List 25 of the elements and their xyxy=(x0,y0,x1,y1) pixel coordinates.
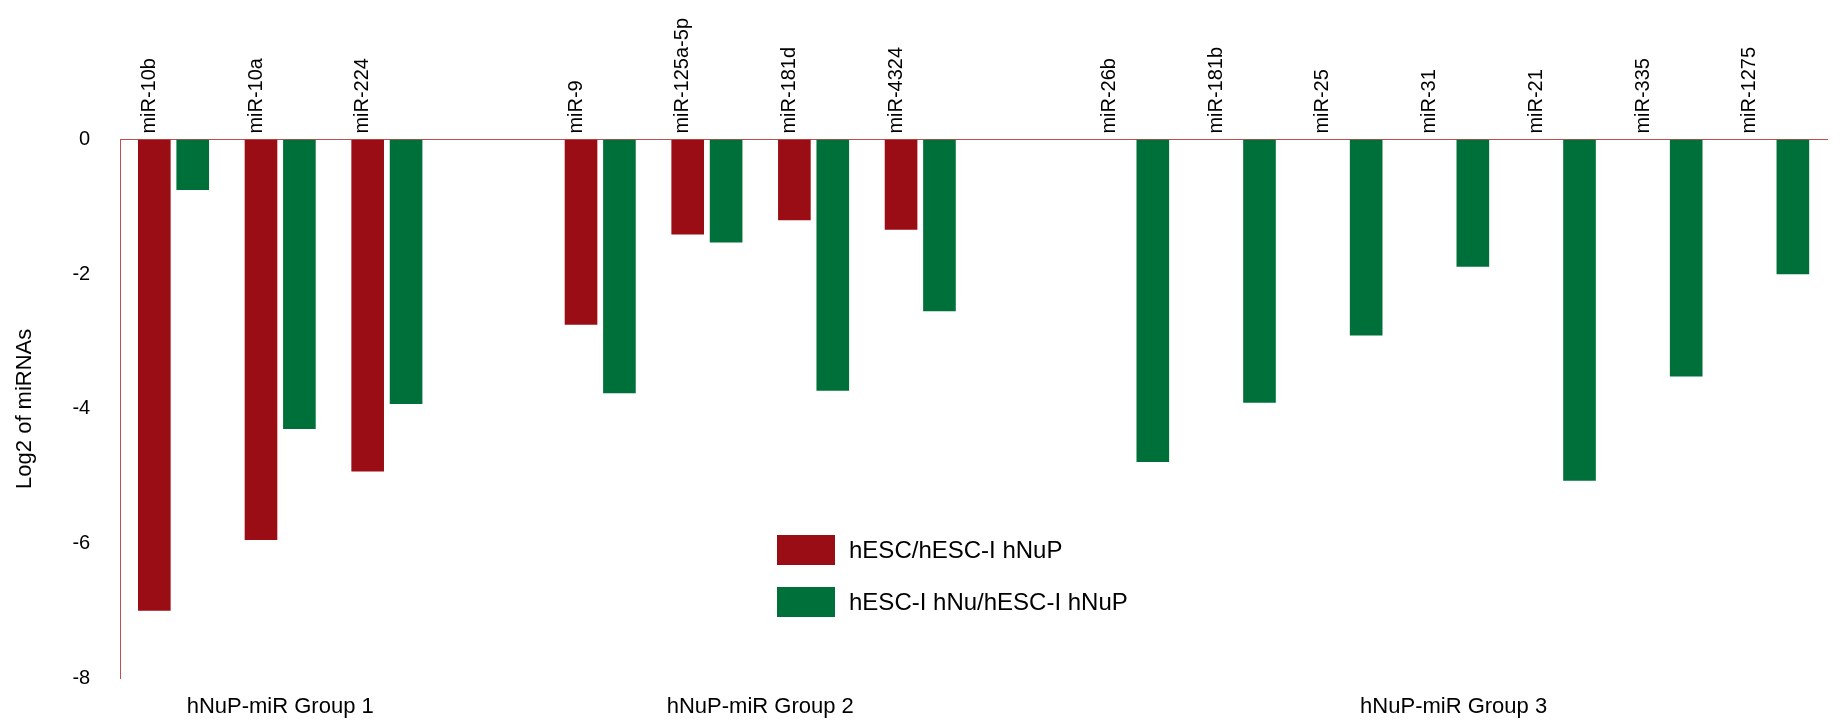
y-tick-label: 0 xyxy=(79,127,91,150)
y-axis-title: Log2 of miRNAs xyxy=(11,328,37,489)
y-tick-label: -6 xyxy=(72,530,91,553)
x-tick-label: miR-26b xyxy=(1097,58,1120,134)
x-tick-label: miR-335 xyxy=(1630,58,1653,134)
x-tick-label: miR-224 xyxy=(350,58,373,134)
x-tick-label: miR-1275 xyxy=(1737,46,1760,134)
x-tick-label: miR-4324 xyxy=(883,46,906,134)
x-tick-label: miR-181b xyxy=(1203,46,1226,134)
x-tick-label: miR-21 xyxy=(1523,69,1546,134)
x-tick-label: miR-9 xyxy=(563,80,586,134)
text: hNuP-miR Group 2 xyxy=(666,693,854,719)
x-tick-label: miR-25 xyxy=(1310,69,1333,134)
x-tick-label: miR-125a-5p xyxy=(670,18,693,134)
x-tick-label: miR-181d xyxy=(777,46,800,134)
text: hNuP-miR Group 1 xyxy=(186,693,374,719)
x-tick-label: miR-31 xyxy=(1417,69,1440,134)
y-tick-label: -2 xyxy=(72,261,91,284)
y-tick-label: -8 xyxy=(72,665,91,688)
text: hNuP-miR Group 3 xyxy=(1360,693,1548,719)
x-tick-label: miR-10a xyxy=(243,57,266,134)
legend-label: hESC/hESC-I hNuP xyxy=(849,535,1063,564)
y-tick-label: -4 xyxy=(72,396,91,419)
x-tick-label: miR-10b xyxy=(137,58,160,134)
legend-label: hESC-I hNu/hESC-I hNuP xyxy=(849,587,1128,616)
